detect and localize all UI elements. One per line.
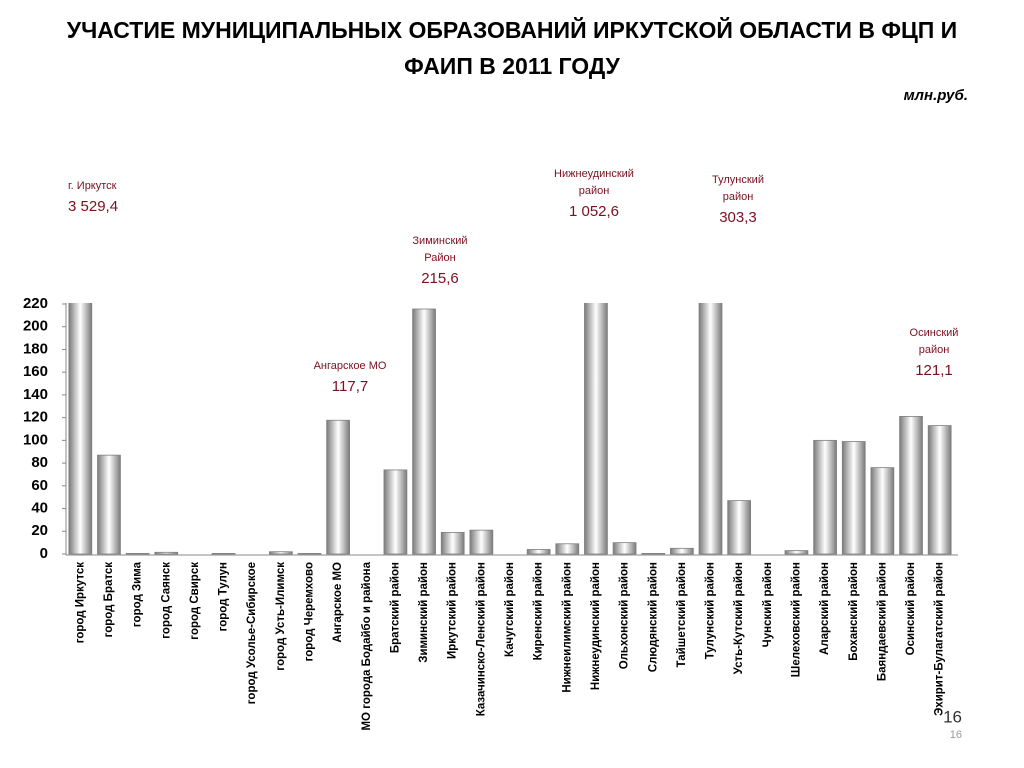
- x-tick-label: Шелеховский район: [790, 562, 802, 677]
- bar: [97, 454, 121, 555]
- x-tick-label: Тулунский район: [705, 562, 717, 659]
- x-tick-label: город Усолье-Сибирское: [246, 562, 258, 704]
- bar: [268, 551, 293, 555]
- chart-title: УЧАСТИЕ МУНИЦИПАЛЬНЫХ ОБРАЗОВАНИЙ ИРКУТС…: [67, 16, 957, 43]
- bar: [555, 543, 580, 555]
- x-tick-label: город Усть-Илимск: [275, 562, 287, 671]
- x-tick-label: Чунский район: [762, 562, 774, 647]
- y-tick-label: 140: [23, 386, 48, 403]
- x-tick-label: город Саянск: [160, 562, 172, 639]
- bar: [469, 529, 494, 555]
- x-tick-label: город Иркутск: [74, 562, 86, 644]
- bar: [927, 425, 952, 555]
- value-label: 303,3: [719, 209, 757, 226]
- bar: [698, 303, 723, 555]
- annotation: Зиминский: [412, 235, 467, 247]
- x-tick-label: Слюдянский район: [647, 562, 659, 672]
- value-label: 215,6: [421, 270, 459, 287]
- x-tick-label: Осинский район: [905, 562, 917, 655]
- bar: [870, 467, 895, 555]
- bar: [326, 419, 350, 555]
- annotation: Ангарское МО: [314, 360, 387, 372]
- page-number: 16: [950, 729, 962, 741]
- value-label: 1 052,6: [569, 203, 619, 220]
- x-tick-label: Ольхонский район: [619, 562, 631, 669]
- x-tick-label: Нижнеилимский район: [561, 562, 573, 693]
- x-tick-label: Эхирит-Булагатский район: [934, 562, 946, 716]
- bar: [641, 553, 666, 555]
- page-number: 16: [943, 707, 962, 726]
- bar: [154, 551, 179, 555]
- bar: [211, 553, 236, 555]
- y-tick-label: 220: [23, 295, 48, 312]
- bar: [899, 415, 923, 555]
- x-tick-label: Баяндаевский район: [876, 562, 888, 681]
- x-tick-label: Иркутский район: [447, 562, 459, 659]
- x-tick-label: город Свирск: [189, 562, 201, 640]
- bar: [383, 469, 408, 555]
- x-tick-label: Качугский район: [504, 562, 516, 657]
- chart-title: ФАИП В 2011 ГОДУ: [404, 53, 620, 79]
- annotation: район: [919, 344, 950, 356]
- x-tick-label: МО города Бодайбо и района: [361, 561, 373, 730]
- bar: [670, 547, 694, 555]
- x-tick-label: город Зима: [132, 561, 144, 627]
- y-tick-label: 60: [31, 477, 48, 494]
- y-tick-label: 100: [23, 431, 48, 448]
- x-tick-label: Киренский район: [533, 562, 545, 660]
- x-tick-label: Казачинско-Ленский район: [475, 562, 487, 716]
- bar: [68, 303, 93, 555]
- bar: [584, 303, 608, 555]
- y-tick-label: 80: [31, 454, 48, 471]
- x-tick-label: Ангарское МО: [332, 562, 344, 643]
- value-label: 121,1: [915, 362, 953, 379]
- subtitle: млн.руб.: [904, 87, 968, 104]
- bar: [526, 549, 551, 555]
- value-label: 3 529,4: [68, 198, 118, 215]
- annotation: Тулунский: [712, 174, 764, 186]
- bar: [412, 308, 436, 555]
- x-tick-label: Аларский район: [819, 562, 831, 655]
- bar: [125, 553, 150, 555]
- annotation: Район: [424, 252, 455, 264]
- y-tick-label: 120: [23, 409, 48, 426]
- x-tick-label: Зиминский район: [418, 562, 430, 663]
- x-tick-label: Братский район: [389, 562, 401, 653]
- bars: [68, 303, 952, 555]
- bar: [612, 542, 637, 555]
- y-tick-label: 180: [23, 340, 48, 357]
- x-tick-label: город Черемхово: [304, 562, 316, 661]
- y-tick-label: 200: [23, 318, 48, 335]
- x-tick-label: Боханский район: [848, 562, 860, 661]
- x-tick-label: город Братск: [103, 562, 115, 638]
- annotation: г. Иркутск: [68, 180, 117, 192]
- y-tick-label: 160: [23, 363, 48, 380]
- y-tick-label: 40: [31, 500, 48, 517]
- x-tick-label: Тайшетский район: [676, 562, 688, 668]
- y-tick-label: 0: [40, 545, 48, 562]
- value-label: 117,7: [332, 378, 368, 395]
- bar: [440, 532, 465, 555]
- bar: [841, 441, 866, 555]
- bar: [813, 439, 837, 555]
- x-tick-label: Нижнеудинский район: [590, 562, 602, 690]
- annotation: Осинский: [910, 327, 959, 339]
- bar: [727, 500, 752, 555]
- x-tick-label: город Тулун: [218, 562, 230, 631]
- annotation: район: [723, 191, 754, 203]
- annotation: Нижнеудинский: [554, 168, 634, 180]
- bar: [784, 550, 809, 555]
- bar: [297, 553, 322, 555]
- y-tick-label: 20: [31, 522, 48, 539]
- annotation: район: [579, 185, 610, 197]
- x-tick-label: Усть-Кутский район: [733, 562, 745, 674]
